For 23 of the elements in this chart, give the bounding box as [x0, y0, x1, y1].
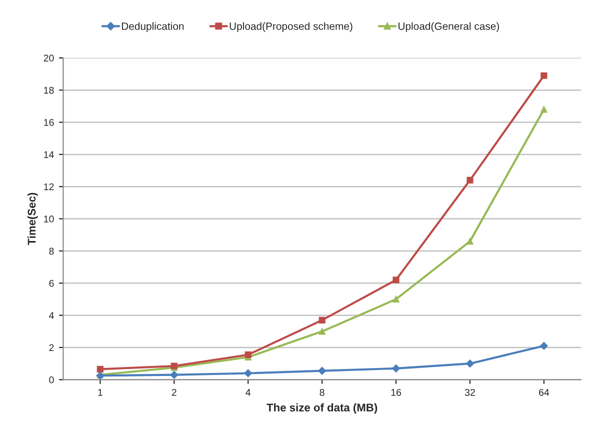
x-tick-label: 32 — [464, 388, 475, 396]
x-tick-label: 16 — [391, 388, 402, 396]
x-tick-label: 8 — [320, 388, 324, 396]
y-tick-label: 0 — [49, 376, 54, 384]
y-axis-title: Time(Sec) — [27, 192, 38, 246]
y-tick-label: 18 — [44, 86, 54, 94]
x-axis-title: The size of data (MB) — [266, 403, 378, 414]
x-tick-label: 1 — [98, 389, 102, 396]
y-tick-label: 6 — [49, 280, 54, 287]
x-tick-label: 4 — [246, 389, 251, 396]
y-tick-label: 16 — [44, 119, 54, 126]
y-tick-label: 12 — [44, 183, 54, 190]
legend-label: Upload(General case) — [398, 22, 499, 32]
y-tick-label: 4 — [49, 312, 54, 319]
y-tick-label: 8 — [49, 248, 54, 255]
y-tick-label: 2 — [49, 344, 54, 352]
y-tick-label: 20 — [44, 54, 54, 62]
legend-label: Upload(Proposed scheme) — [230, 22, 352, 32]
x-tick-label: 64 — [539, 388, 550, 396]
y-tick-label: 10 — [44, 216, 54, 222]
x-tick-label: 2 — [172, 388, 176, 396]
legend-label: Deduplication — [122, 22, 184, 32]
y-tick-label: 14 — [44, 151, 54, 158]
